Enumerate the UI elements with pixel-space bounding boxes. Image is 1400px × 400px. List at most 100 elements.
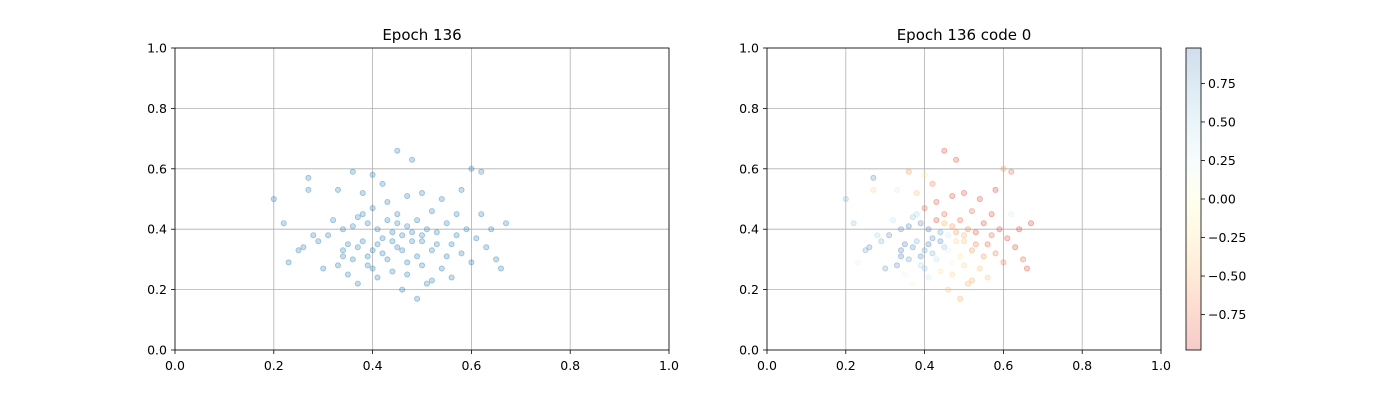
scatter-point <box>394 211 401 218</box>
scatter-point <box>418 238 425 245</box>
scatter-point <box>300 244 307 251</box>
scatter-point <box>389 238 396 245</box>
scatter-point <box>984 241 991 248</box>
scatter-point <box>354 280 361 287</box>
scatter-point <box>409 156 416 163</box>
scatter-point <box>374 226 381 233</box>
scatter-point <box>925 226 932 233</box>
chart-title: Epoch 136 code 0 <box>897 26 1032 44</box>
scatter-point <box>992 250 999 257</box>
y-tick-label: 0.6 <box>739 161 759 176</box>
x-tick-label: 0.8 <box>1072 358 1092 373</box>
x-tick-label: 1.0 <box>659 358 679 373</box>
scatter-point <box>394 147 401 154</box>
scatter-point <box>870 186 877 193</box>
scatter-point <box>941 211 948 218</box>
scatter-point <box>384 217 391 224</box>
scatter-point <box>1008 211 1015 218</box>
scatter-point <box>369 265 376 272</box>
scatter-point <box>941 244 948 251</box>
scatter-point <box>953 229 960 236</box>
scatter-point <box>968 247 975 254</box>
scatter-point <box>921 205 928 212</box>
scatter-point <box>961 189 968 196</box>
axes-frame <box>766 47 1162 351</box>
scatter-point <box>423 280 430 287</box>
scatter-point <box>354 214 361 221</box>
scatter-point <box>354 244 361 251</box>
scatter-point <box>394 220 401 227</box>
scatter-point <box>933 198 940 205</box>
scatter-point <box>929 235 936 242</box>
scatter-point <box>842 195 849 202</box>
scatter-point <box>968 277 975 284</box>
scatter-point <box>468 165 475 172</box>
scatter-point <box>917 262 924 269</box>
scatter-point <box>898 226 905 233</box>
scatter-point <box>909 214 916 221</box>
y-tick-label: 1.0 <box>147 41 167 56</box>
scatter-point <box>941 220 948 227</box>
scatter-point <box>384 256 391 263</box>
scatter-point <box>369 171 376 178</box>
scatter-point <box>1000 165 1007 172</box>
y-tick-label: 0.6 <box>147 161 167 176</box>
scatter-point <box>438 265 445 272</box>
scatter-point <box>1008 168 1015 175</box>
scatter-point <box>850 220 857 227</box>
scatter-point <box>909 280 916 287</box>
scatter-point <box>937 268 944 275</box>
scatter-point <box>453 232 460 239</box>
scatter-point <box>473 235 480 242</box>
scatter-point <box>976 265 983 272</box>
scatter-point <box>945 247 952 254</box>
y-tick-label: 0.0 <box>739 343 759 358</box>
scatter-point <box>933 217 940 224</box>
scatter-point <box>925 274 932 281</box>
scatter-point <box>325 232 332 239</box>
y-tick-label: 1.0 <box>739 41 759 56</box>
scatter-point <box>359 189 366 196</box>
x-tick-label: 0.6 <box>461 358 481 373</box>
scatter-point <box>493 256 500 263</box>
y-tick-label: 0.4 <box>739 222 759 237</box>
scatter-point <box>433 229 440 236</box>
scatter-point <box>364 253 371 260</box>
scatter-point <box>334 186 341 193</box>
scatter-point <box>463 226 470 233</box>
scatter-point <box>399 247 406 254</box>
scatter-point <box>957 295 964 302</box>
scatter-point <box>374 274 381 281</box>
scatter-point <box>428 247 435 254</box>
scatter-point <box>394 244 401 251</box>
scatter-point <box>984 274 991 281</box>
scatter-point <box>878 238 885 245</box>
colorbar-tick-label: −0.75 <box>1208 307 1246 322</box>
scatter-point <box>964 226 971 233</box>
scatter-point <box>369 205 376 212</box>
scatter-point <box>364 220 371 227</box>
scatter-point <box>404 259 411 266</box>
scatter-point <box>925 241 932 248</box>
scatter-point <box>344 241 351 248</box>
scatter-point <box>890 217 897 224</box>
y-tick-label: 0.0 <box>147 343 167 358</box>
x-tick-label: 1.0 <box>1151 358 1171 373</box>
scatter-point <box>478 211 485 218</box>
scatter-point <box>909 244 916 251</box>
colorbar: 0.75 0.50 0.25 0.00 −0.25 −0.50 −0.75 <box>1185 47 1246 351</box>
scatter-point <box>988 232 995 239</box>
scatter-point <box>443 253 450 260</box>
scatter-point <box>349 256 356 263</box>
scatter-point <box>414 217 421 224</box>
scatter-point <box>418 262 425 269</box>
scatter-point <box>310 232 317 239</box>
scatter-point <box>941 147 948 154</box>
scatter-panel-left: 0.0 0.2 0.4 0.6 0.8 1.0 0.0 0.2 0.4 0.6 0.8 1.0 Epoc… <box>147 26 679 373</box>
scatter-point <box>448 274 455 281</box>
scatter-point <box>379 250 386 257</box>
scatter-point <box>443 220 450 227</box>
colorbar-tick-label: 0.00 <box>1208 192 1236 207</box>
scatter-point <box>458 186 465 193</box>
